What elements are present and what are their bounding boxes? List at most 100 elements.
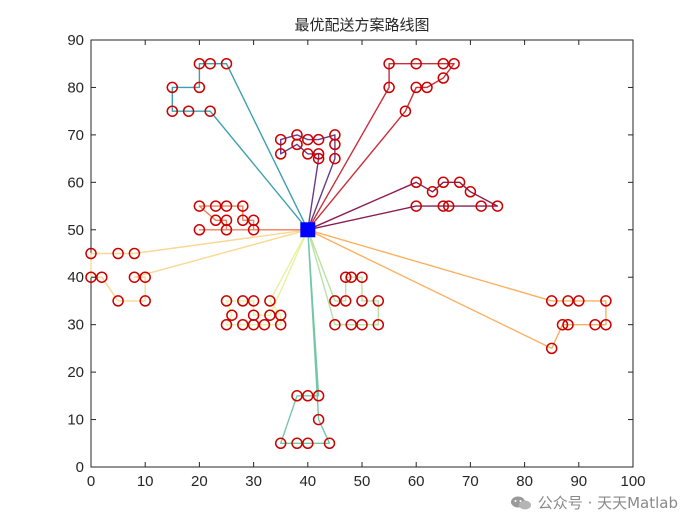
customer-point-87: [600, 295, 612, 307]
watermark: 公众号 · 天天Matlab: [510, 492, 678, 513]
customer-point-14: [410, 81, 422, 94]
customer-point-85: [562, 295, 574, 307]
customer-point-2: [204, 57, 216, 70]
customer-point-40: [193, 200, 206, 212]
customer-point-9: [383, 57, 395, 70]
customer-point-26: [312, 148, 325, 160]
depot-marker: [300, 222, 316, 238]
customer-point-76: [356, 271, 368, 283]
customer-point-99: [302, 437, 314, 450]
customer-point-93: [291, 390, 303, 402]
chart-title: 最优配送方案路线图: [294, 16, 429, 34]
customer-point-61: [237, 295, 249, 307]
customer-point-30: [410, 176, 422, 189]
customer-point-4: [166, 81, 179, 94]
customer-point-27: [312, 152, 325, 165]
customer-point-5: [193, 81, 206, 94]
customer-point-80: [329, 318, 341, 331]
customer-point-63: [264, 295, 276, 307]
x-tick-label-1: 10: [137, 473, 154, 490]
customer-point-92: [545, 342, 558, 355]
customer-point-84: [545, 295, 558, 307]
route-line-1: [171, 63, 309, 231]
x-tick-label-2: 20: [191, 473, 208, 490]
customer-point-37: [442, 200, 455, 212]
depot-layer: [300, 222, 316, 238]
axes-layer: 0 10 20 30 40 50 60 70 80 90 100 0 10 20 30 40 50 60 70 80 9…: [67, 32, 645, 490]
customer-point-6: [166, 105, 179, 117]
y-tick-label-5: 50: [67, 222, 84, 239]
wechat-icon: [510, 496, 531, 509]
x-tick-label-5: 50: [354, 473, 371, 490]
customer-point-70: [247, 318, 260, 331]
y-tick-label-9: 90: [67, 32, 84, 49]
x-tick-label-7: 70: [462, 473, 479, 490]
customer-point-88: [556, 318, 569, 331]
customers-layer: [85, 57, 612, 450]
customer-point-94: [302, 390, 314, 402]
customer-point-25: [302, 148, 314, 160]
customer-point-43: [237, 200, 249, 212]
route-line-2: [307, 63, 455, 231]
customer-point-12: [448, 57, 460, 70]
customer-point-86: [573, 295, 585, 307]
x-tick-label-0: 0: [87, 473, 95, 490]
x-tick-label-3: 30: [245, 473, 262, 490]
customer-point-71: [258, 318, 271, 331]
route-line-8: [307, 229, 379, 326]
customer-point-98: [291, 437, 303, 450]
customer-point-66: [264, 309, 276, 321]
x-tick-label-9: 90: [570, 473, 587, 490]
customer-point-97: [274, 437, 287, 450]
customer-point-29: [329, 152, 341, 165]
customer-point-64: [226, 309, 238, 321]
customer-point-74: [339, 271, 352, 283]
customer-point-57: [139, 271, 151, 283]
customer-point-28: [329, 138, 341, 151]
customer-point-16: [437, 72, 450, 84]
customer-point-60: [220, 295, 233, 307]
customer-point-32: [437, 176, 450, 189]
customer-point-53: [128, 247, 141, 260]
x-tick-label-8: 80: [516, 473, 533, 490]
customer-point-77: [339, 295, 352, 307]
y-tick-label-4: 40: [67, 269, 84, 286]
customer-point-78: [356, 295, 368, 307]
customer-point-18: [274, 133, 287, 146]
customer-point-36: [437, 200, 450, 212]
customer-point-56: [128, 271, 141, 283]
y-tick-label-8: 80: [67, 79, 84, 96]
y-tick-label-1: 10: [67, 412, 84, 429]
customer-point-89: [562, 318, 574, 331]
route-line-5: [198, 205, 308, 231]
customer-point-38: [475, 200, 487, 212]
customer-point-46: [237, 214, 249, 227]
customer-point-39: [491, 200, 504, 212]
customer-point-10: [410, 57, 422, 70]
customer-point-68: [220, 318, 233, 331]
customer-point-55: [96, 271, 108, 283]
customer-point-24: [291, 138, 303, 151]
customer-point-3: [220, 57, 233, 70]
customer-point-41: [209, 200, 222, 212]
y-tick-label-7: 70: [67, 127, 84, 144]
customer-point-100: [323, 437, 336, 450]
customer-point-72: [274, 318, 287, 331]
customer-point-58: [112, 295, 124, 307]
customer-point-95: [312, 390, 325, 402]
customer-point-20: [302, 133, 314, 146]
customer-point-21: [312, 133, 325, 146]
customer-point-48: [193, 224, 206, 236]
customer-point-1: [193, 57, 206, 70]
customer-point-23: [274, 148, 287, 160]
customer-point-69: [237, 318, 249, 331]
customer-point-44: [209, 214, 222, 227]
y-tick-label-6: 60: [67, 174, 84, 191]
customer-point-62: [247, 295, 260, 307]
customer-point-96: [312, 413, 325, 426]
customer-point-33: [453, 176, 466, 189]
customer-point-73: [329, 295, 341, 307]
watermark-text: 公众号 · 天天Matlab: [537, 494, 678, 512]
customer-point-91: [600, 318, 612, 331]
